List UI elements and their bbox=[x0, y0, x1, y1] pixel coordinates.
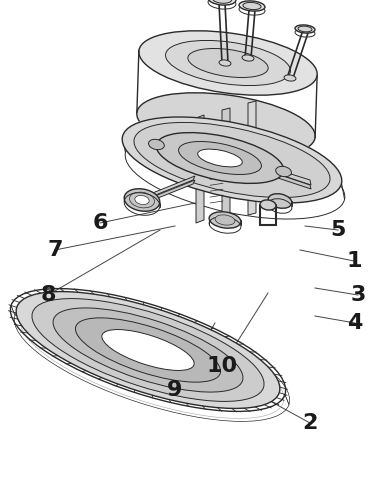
Text: 8: 8 bbox=[40, 285, 56, 305]
Ellipse shape bbox=[122, 117, 342, 203]
Ellipse shape bbox=[156, 132, 284, 184]
Ellipse shape bbox=[137, 30, 319, 96]
Polygon shape bbox=[196, 115, 204, 223]
Ellipse shape bbox=[215, 215, 235, 225]
Ellipse shape bbox=[239, 1, 265, 11]
Polygon shape bbox=[222, 108, 230, 218]
Ellipse shape bbox=[124, 189, 160, 211]
Ellipse shape bbox=[165, 41, 290, 86]
Ellipse shape bbox=[198, 149, 242, 167]
Ellipse shape bbox=[139, 31, 317, 95]
Polygon shape bbox=[248, 101, 256, 215]
Text: 3: 3 bbox=[350, 285, 366, 305]
Ellipse shape bbox=[53, 308, 243, 392]
Ellipse shape bbox=[295, 25, 315, 33]
Ellipse shape bbox=[276, 166, 291, 177]
Ellipse shape bbox=[16, 292, 280, 408]
Ellipse shape bbox=[10, 288, 286, 412]
Ellipse shape bbox=[298, 26, 312, 32]
Text: 10: 10 bbox=[206, 356, 238, 376]
Text: 5: 5 bbox=[330, 220, 346, 240]
Ellipse shape bbox=[219, 60, 231, 66]
Ellipse shape bbox=[135, 196, 149, 205]
Ellipse shape bbox=[268, 194, 292, 208]
Ellipse shape bbox=[122, 117, 342, 203]
Text: 2: 2 bbox=[302, 413, 318, 433]
Ellipse shape bbox=[209, 212, 241, 228]
Ellipse shape bbox=[212, 0, 232, 3]
Ellipse shape bbox=[188, 48, 268, 77]
Ellipse shape bbox=[134, 122, 330, 197]
Text: 1: 1 bbox=[346, 251, 362, 271]
Ellipse shape bbox=[137, 93, 315, 157]
Ellipse shape bbox=[178, 141, 261, 174]
Ellipse shape bbox=[242, 55, 254, 61]
Text: 4: 4 bbox=[347, 313, 363, 333]
Ellipse shape bbox=[260, 200, 276, 210]
Ellipse shape bbox=[76, 318, 220, 382]
Ellipse shape bbox=[32, 299, 264, 402]
Ellipse shape bbox=[149, 139, 164, 150]
Polygon shape bbox=[256, 167, 311, 189]
Polygon shape bbox=[138, 180, 195, 206]
Text: 6: 6 bbox=[92, 213, 108, 233]
Ellipse shape bbox=[243, 2, 261, 10]
Text: 9: 9 bbox=[167, 380, 183, 400]
Ellipse shape bbox=[284, 75, 296, 81]
Ellipse shape bbox=[208, 0, 236, 5]
Polygon shape bbox=[256, 163, 311, 185]
Ellipse shape bbox=[102, 329, 194, 370]
Text: 7: 7 bbox=[47, 240, 63, 260]
Polygon shape bbox=[138, 176, 195, 202]
